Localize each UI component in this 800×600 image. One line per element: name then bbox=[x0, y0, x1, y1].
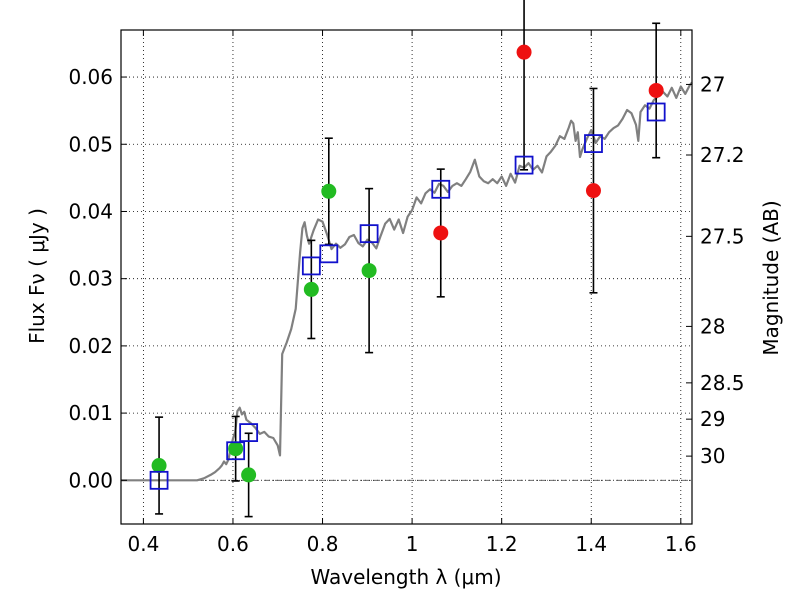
data-point bbox=[303, 281, 319, 297]
model-photometry-point bbox=[149, 470, 169, 490]
data-point bbox=[241, 467, 257, 483]
model-photometry-point bbox=[514, 155, 534, 175]
x-tick-label: 1.4 bbox=[575, 532, 607, 556]
x-tick-label: 0.4 bbox=[127, 532, 159, 556]
axis-ticks bbox=[121, 30, 692, 524]
data-point bbox=[228, 441, 244, 457]
model-spectrum-layer bbox=[121, 81, 693, 482]
x-tick-label: 0.6 bbox=[217, 532, 249, 556]
x-tick-label: 1 bbox=[406, 532, 419, 556]
data-point bbox=[648, 82, 664, 98]
model-photometry-point bbox=[646, 102, 666, 122]
y-tick-label: 0.06 bbox=[68, 65, 113, 89]
data-point bbox=[585, 183, 601, 199]
data-point bbox=[361, 263, 377, 279]
model-photometry-point bbox=[319, 244, 339, 264]
y-tick-label: 0.05 bbox=[68, 132, 113, 156]
right-tick-label: 28 bbox=[700, 314, 725, 338]
model-photometry-point bbox=[431, 179, 451, 199]
right-tick-label: 27.2 bbox=[700, 143, 745, 167]
right-tick-label: 27 bbox=[700, 72, 725, 96]
y-tick-label: 0.04 bbox=[68, 199, 113, 223]
model-photometry-point bbox=[584, 134, 603, 153]
data-point bbox=[516, 44, 532, 60]
plot-frame bbox=[120, 29, 693, 525]
y-tick-label: 0.01 bbox=[68, 401, 113, 425]
x-tick-label: 0.8 bbox=[307, 532, 339, 556]
model-spectrum-line bbox=[121, 81, 693, 482]
model-photometry-point bbox=[239, 423, 259, 442]
data-point bbox=[151, 458, 167, 474]
model-photometry-point bbox=[301, 256, 321, 276]
right-tick-label: 30 bbox=[700, 444, 725, 468]
data-point bbox=[321, 183, 337, 199]
data-markers bbox=[149, 44, 666, 490]
y-axis-label-left: Flux Fν ( μJy ) bbox=[25, 208, 49, 344]
x-axis-label: Wavelength λ (μm) bbox=[310, 565, 501, 589]
model-photometry-point bbox=[226, 441, 246, 461]
y-tick-label: 0.03 bbox=[68, 267, 113, 291]
right-tick-label: 27.5 bbox=[700, 224, 745, 248]
tick-labels: 0.4 0.6 0.8 1 1.2 1.4 1.6 0.00 0.01 0.02 0.03 0.04 0… bbox=[68, 65, 744, 556]
right-tick-label: 29 bbox=[700, 407, 725, 431]
y-tick-label: 0.00 bbox=[68, 468, 113, 492]
right-tick-label: 28.5 bbox=[700, 371, 745, 395]
x-tick-label: 1.6 bbox=[665, 532, 697, 556]
y-tick-label: 0.02 bbox=[68, 334, 113, 358]
data-point bbox=[433, 225, 449, 241]
y-axis-label-right: Magnitude (AB) bbox=[759, 200, 783, 355]
model-photometry-point bbox=[359, 224, 379, 244]
x-tick-label: 1.2 bbox=[486, 532, 518, 556]
